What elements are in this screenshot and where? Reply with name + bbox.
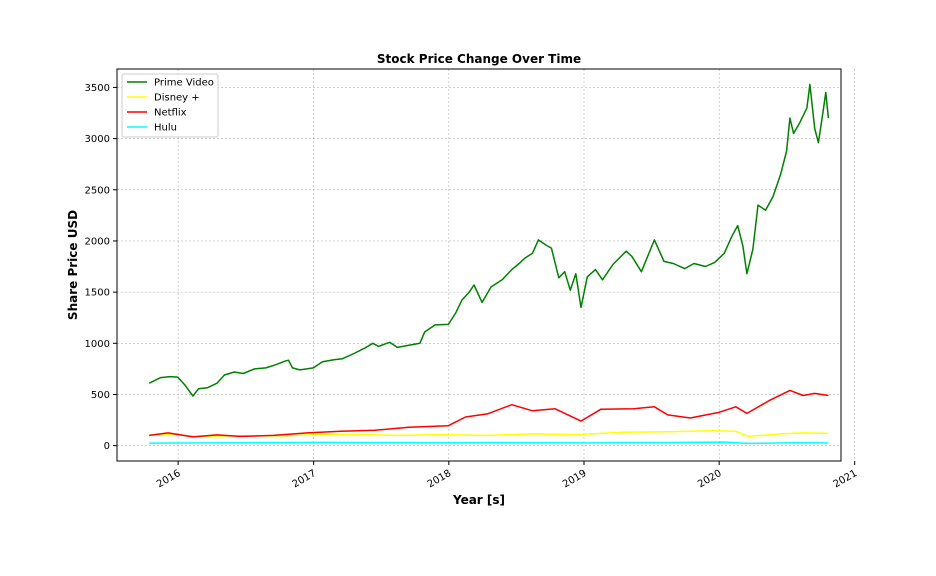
y-axis-ticks: 0 500 1000 1500 2000 2500 3000 3500	[85, 83, 117, 452]
series-line-prime-video	[148, 83, 830, 397]
legend: Prime Video Disney + Netflix Hulu	[121, 73, 219, 138]
x-tick-label: 2017	[291, 468, 319, 490]
legend-box	[121, 73, 219, 138]
x-axis-ticks: 2016 2017 2018 2019 2020 2021	[155, 461, 859, 490]
series-lines	[148, 83, 830, 445]
chart-title: Stock Price Change Over Time	[377, 52, 581, 66]
y-axis-label: Share Price USD	[66, 210, 80, 320]
y-tick-label: 0	[104, 441, 110, 452]
grid	[117, 69, 856, 461]
y-tick-label: 2000	[85, 236, 110, 247]
x-tick-label: 2021	[832, 468, 860, 490]
plot-area-frame	[116, 68, 842, 462]
y-tick-label: 3500	[85, 83, 110, 94]
y-tick-label: 2500	[85, 185, 110, 196]
x-tick-label: 2016	[155, 468, 183, 490]
series-line-hulu	[149, 441, 829, 445]
x-tick-label: 2020	[696, 468, 724, 490]
x-axis-label: Year [s]	[452, 493, 505, 507]
legend-label: Disney +	[154, 93, 200, 104]
x-tick-label: 2018	[426, 468, 454, 490]
y-tick-label: 1000	[85, 339, 110, 350]
y-tick-label: 500	[91, 390, 110, 401]
series-line-netflix	[149, 389, 829, 438]
legend-label: Netflix	[154, 108, 187, 119]
y-tick-label: 1500	[85, 288, 110, 299]
legend-label: Hulu	[154, 123, 177, 134]
y-tick-label: 3000	[85, 134, 110, 145]
legend-label: Prime Video	[154, 78, 214, 89]
x-tick-label: 2019	[561, 468, 589, 490]
